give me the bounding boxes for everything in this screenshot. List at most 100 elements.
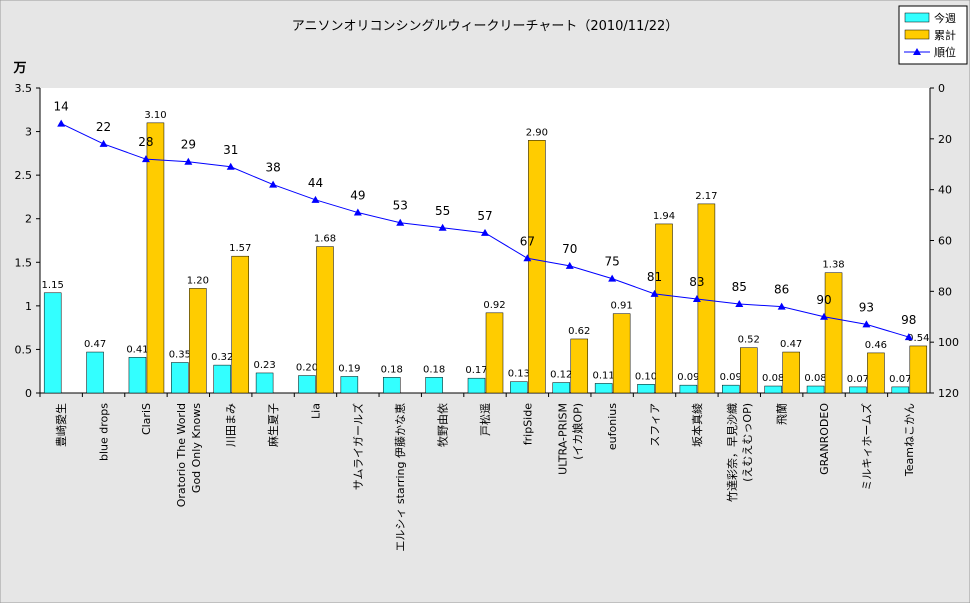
bar bbox=[909, 345, 928, 394]
line-marker bbox=[184, 157, 193, 165]
x-tick-label: God Only Knows bbox=[190, 403, 203, 493]
data-label: 1.57 bbox=[229, 243, 251, 254]
data-label: 0.10 bbox=[635, 371, 657, 382]
x-tick-label: ミルキィホームズ bbox=[859, 403, 873, 491]
y2-tick-label: 120 bbox=[938, 387, 959, 400]
bar bbox=[510, 381, 528, 394]
x-tick-label: Teamねこかん bbox=[903, 403, 916, 477]
y-tick-label: 0.5 bbox=[15, 343, 33, 356]
data-label: 0.35 bbox=[169, 350, 191, 361]
line-marker bbox=[692, 294, 701, 302]
bar bbox=[891, 386, 910, 394]
data-label: 70 bbox=[562, 242, 577, 256]
y-tick-label: 0 bbox=[25, 387, 32, 400]
data-label: 0.17 bbox=[465, 365, 487, 376]
data-label: 2.90 bbox=[526, 127, 548, 138]
bar bbox=[824, 272, 843, 394]
x-tick-label: 麻生夏子 bbox=[266, 403, 280, 447]
bar bbox=[806, 385, 825, 394]
data-label: 0.18 bbox=[381, 364, 403, 375]
data-label: 0.07 bbox=[847, 374, 869, 385]
x-tick-label: 飛蘭 bbox=[776, 403, 789, 425]
bar bbox=[128, 357, 147, 394]
bar bbox=[570, 338, 589, 394]
bar bbox=[679, 384, 698, 394]
data-label: 0.11 bbox=[593, 370, 615, 381]
line-marker bbox=[735, 300, 744, 308]
data-label: 0.12 bbox=[550, 370, 572, 381]
data-label: 0.20 bbox=[296, 363, 318, 374]
bar bbox=[298, 375, 316, 394]
y2-tick-label: 40 bbox=[938, 184, 952, 197]
x-tick-label: 坂本真綾 bbox=[690, 403, 704, 447]
y2-tick-label: 60 bbox=[938, 235, 952, 248]
bar bbox=[528, 140, 546, 394]
legend-marker bbox=[913, 48, 921, 55]
line-marker bbox=[269, 180, 278, 188]
x-tick-label: スフィア bbox=[649, 403, 662, 447]
bar bbox=[231, 255, 249, 394]
data-label: 0.08 bbox=[804, 373, 826, 384]
x-tick-label: サムライガールズ bbox=[351, 403, 365, 490]
x-tick-label: ULTRA-PRISM bbox=[556, 403, 569, 475]
bar bbox=[612, 313, 631, 394]
data-label: 1.15 bbox=[42, 280, 64, 291]
x-tick-label: 戸松遥 bbox=[478, 403, 492, 436]
x-tick-label: blue drops bbox=[98, 403, 111, 461]
data-label: 0.92 bbox=[483, 300, 505, 311]
x-tick-label: エルシィ starring 伊藤かな恵 bbox=[393, 403, 407, 552]
data-label: 53 bbox=[393, 199, 408, 213]
y2-tick-label: 20 bbox=[938, 133, 952, 146]
legend-swatch bbox=[904, 12, 930, 23]
line-marker bbox=[311, 195, 320, 203]
bar bbox=[485, 312, 504, 394]
chart-title: アニソンオリコンシングルウィークリーチャート（2010/11/22） bbox=[292, 19, 679, 34]
bar bbox=[867, 352, 885, 394]
legend-label: 順位 bbox=[934, 45, 956, 59]
y2-tick-label: 100 bbox=[938, 336, 959, 349]
data-label: 28 bbox=[138, 135, 153, 149]
data-label: 0.07 bbox=[889, 374, 911, 385]
data-label: 0.54 bbox=[907, 333, 929, 344]
bar bbox=[213, 364, 231, 394]
legend-swatch bbox=[904, 29, 930, 40]
bar bbox=[189, 288, 207, 394]
data-label: 22 bbox=[96, 120, 111, 134]
line-marker bbox=[396, 218, 405, 226]
data-label: 29 bbox=[181, 138, 196, 152]
bar bbox=[552, 382, 571, 394]
line-marker bbox=[57, 119, 66, 127]
line-marker bbox=[565, 261, 574, 269]
bar bbox=[722, 384, 740, 394]
data-label: 49 bbox=[350, 189, 365, 203]
x-tick-label: ClariS bbox=[140, 403, 153, 435]
y-tick-label: 3.5 bbox=[15, 82, 33, 95]
data-label: 90 bbox=[816, 293, 831, 307]
data-label: 0.91 bbox=[611, 301, 633, 312]
data-label: 1.20 bbox=[187, 275, 209, 286]
x-tick-label: eufonius bbox=[606, 403, 619, 450]
y-tick-label: 2.5 bbox=[15, 169, 33, 182]
data-label: 1.68 bbox=[314, 234, 336, 245]
x-tick-label: 豊崎愛生 bbox=[54, 403, 68, 447]
data-label: 0.41 bbox=[126, 344, 148, 355]
bar bbox=[316, 246, 334, 394]
bar bbox=[740, 347, 758, 394]
x-tick-label: fripSide bbox=[521, 403, 534, 445]
bar bbox=[764, 385, 782, 394]
legend-label: 今週 bbox=[934, 11, 956, 25]
data-label: 31 bbox=[223, 143, 238, 157]
legend-label: 累計 bbox=[934, 28, 956, 42]
bar bbox=[171, 362, 189, 394]
data-label: 38 bbox=[265, 161, 280, 175]
x-tick-label: Oratorio The World bbox=[175, 403, 188, 507]
line-marker bbox=[353, 208, 362, 216]
line-marker bbox=[777, 302, 786, 310]
x-tick-label: 牧野由依 bbox=[436, 403, 450, 447]
line-marker bbox=[481, 228, 489, 236]
data-label: 86 bbox=[774, 283, 789, 297]
data-label: 93 bbox=[859, 300, 874, 314]
bar bbox=[255, 372, 274, 394]
